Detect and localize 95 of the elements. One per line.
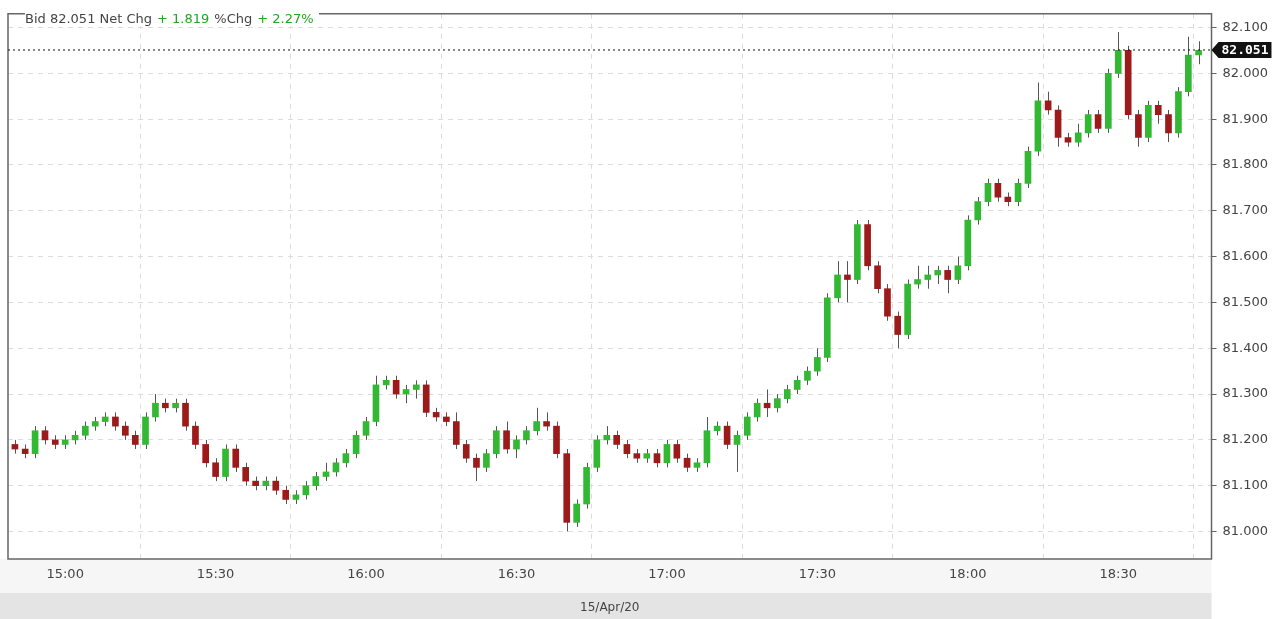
candlestick xyxy=(1084,109,1092,138)
candlestick xyxy=(1165,109,1172,143)
candlestick xyxy=(513,434,520,459)
annotation: + 2.27% xyxy=(257,11,314,26)
candlestick xyxy=(733,430,741,473)
candlestick xyxy=(352,430,360,459)
candlestick xyxy=(342,448,350,468)
candlestick xyxy=(834,260,841,303)
candlestick xyxy=(122,421,129,441)
candlestick xyxy=(202,439,210,468)
candlestick xyxy=(533,407,540,436)
y-tick-label: 81.800 xyxy=(1222,156,1269,172)
y-tick-label: 82.000 xyxy=(1222,64,1269,80)
candlestick xyxy=(41,425,49,445)
x-tick-label: 15:30 xyxy=(196,566,235,582)
y-tick-label: 82.100 xyxy=(1222,18,1269,34)
candlestick xyxy=(473,453,480,482)
candlestick xyxy=(232,443,240,473)
candlestick xyxy=(31,425,39,459)
x-tick-label: 17:30 xyxy=(798,566,837,582)
candlestick xyxy=(362,416,370,441)
candlestick xyxy=(914,265,921,290)
candlestick xyxy=(984,178,992,207)
candlestick xyxy=(242,462,250,487)
candlestick xyxy=(82,421,89,441)
y-tick-label: 81.000 xyxy=(1222,522,1269,538)
y-tick-label: 81.400 xyxy=(1222,339,1269,355)
ref-line-label: 82.051 xyxy=(1221,42,1269,58)
candlestick xyxy=(1014,178,1022,207)
y-tick-label: 81.500 xyxy=(1222,293,1269,309)
candlestick xyxy=(112,411,119,432)
candlestick xyxy=(974,196,982,226)
candlestick xyxy=(723,421,731,450)
candlestick xyxy=(412,379,420,400)
candlestick xyxy=(753,398,761,423)
candlestick xyxy=(182,398,189,432)
candlestick xyxy=(653,448,661,468)
candlestick xyxy=(192,421,199,450)
candlestick xyxy=(844,260,851,303)
x-tick-label: 18:30 xyxy=(1099,566,1137,582)
candlestick xyxy=(874,260,881,294)
candlestick xyxy=(804,366,811,386)
candlestick xyxy=(673,439,681,464)
candlestick xyxy=(783,384,791,404)
candlestick xyxy=(613,430,621,450)
candlestick xyxy=(152,393,159,423)
x-tick-label: 16:30 xyxy=(497,566,536,582)
candlestick xyxy=(774,393,781,413)
candlestick xyxy=(1135,109,1142,148)
candlestick xyxy=(603,425,611,445)
candlestick xyxy=(623,439,631,459)
x-tick-label: 16:00 xyxy=(347,566,385,582)
annotation: %Chg xyxy=(214,11,253,26)
candlestick xyxy=(944,265,951,294)
candlestick xyxy=(743,411,751,441)
candlestick xyxy=(683,453,691,473)
annotation: Bid 82.051 Net Chg xyxy=(25,11,153,26)
candlestick xyxy=(493,425,500,459)
candlestick xyxy=(452,411,460,450)
candlestick xyxy=(212,457,219,482)
candlestick xyxy=(573,498,580,528)
y-tick-label: 81.600 xyxy=(1222,248,1269,263)
candlestick xyxy=(332,457,340,478)
y-tick-label: 81.900 xyxy=(1222,110,1269,126)
candlestick xyxy=(282,485,290,505)
candlestick xyxy=(1154,100,1162,125)
candlestick xyxy=(1074,123,1082,148)
candlestick xyxy=(924,265,932,290)
candlestick xyxy=(523,425,530,445)
candlestick xyxy=(462,439,470,464)
annotation: + 1.819 xyxy=(157,11,210,26)
candlestick xyxy=(814,347,821,377)
x-axis-title: 15/Apr/20 xyxy=(580,599,640,614)
candlestick xyxy=(1195,40,1202,65)
candlestick xyxy=(131,430,139,450)
y-tick-label: 81.300 xyxy=(1222,385,1269,401)
candlestick xyxy=(1114,31,1122,79)
candlestick xyxy=(302,480,310,500)
candlestick xyxy=(934,265,942,285)
candlestick xyxy=(663,439,671,468)
candlestick xyxy=(503,421,510,455)
candlestick xyxy=(1094,109,1102,134)
y-tick-label: 81.200 xyxy=(1222,431,1269,447)
candlestick xyxy=(954,256,962,285)
x-tick-label: 15:00 xyxy=(46,566,84,582)
candlestick xyxy=(894,311,902,349)
candlestick xyxy=(312,471,320,491)
y-tick-label: 81.100 xyxy=(1222,477,1269,493)
candlestick xyxy=(543,411,550,432)
x-tick-label: 17:00 xyxy=(648,566,686,582)
y-tick-label: 81.700 xyxy=(1222,202,1269,218)
x-tick-label: 18:00 xyxy=(949,566,987,582)
candlestick xyxy=(272,476,280,496)
candlestick xyxy=(483,448,490,473)
candlestick xyxy=(793,375,801,395)
